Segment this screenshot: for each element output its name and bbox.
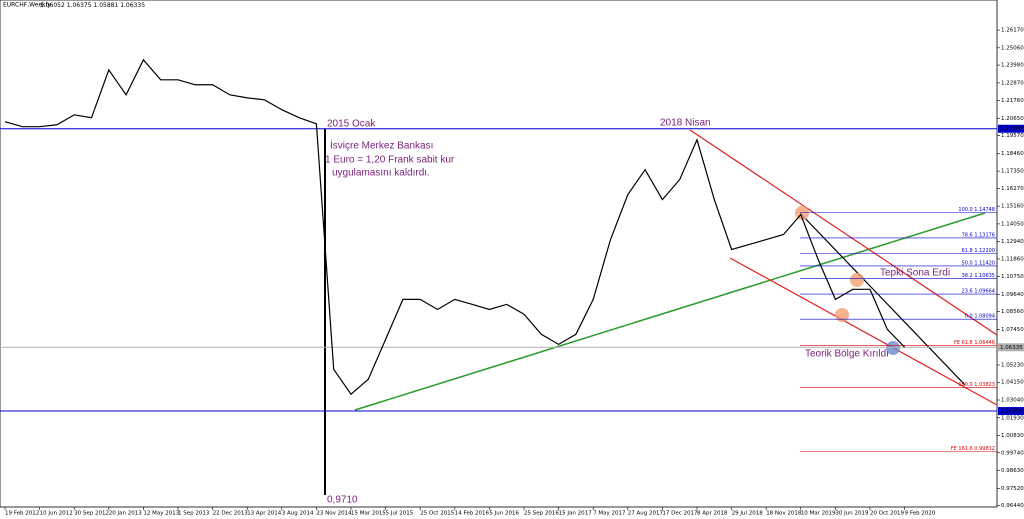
annotation: 0,9710 [327, 495, 358, 506]
x-tick-label: 12 May 2013 [143, 511, 179, 517]
channel-line [689, 129, 998, 336]
annotation: uygulamasını kaldırdı. [332, 168, 430, 179]
y-tick-label: 0.96440 [1001, 503, 1024, 509]
y-tick-label: 1.25060 [1001, 45, 1024, 51]
y-tick-label: 1.15160 [1001, 204, 1024, 210]
x-tick-label: 25 Sep 2016 [524, 511, 559, 517]
x-tick-label: 27 Aug 2017 [628, 511, 664, 517]
fib-label: 100.0 1.14748 [958, 207, 995, 213]
x-tick-label: 13 Apr 2014 [247, 511, 282, 517]
y-tick-label: 1.17350 [1001, 169, 1024, 175]
fib-label: 61.8 1.12200 [962, 248, 995, 254]
y-tick-label: 0.98630 [1001, 468, 1024, 474]
x-tick-label: 20 Jan 2013 [109, 511, 142, 517]
y-tick-label: 1.16270 [1001, 186, 1024, 192]
x-tick-label: 29 Jul 2018 [732, 511, 764, 517]
highlight [835, 308, 849, 322]
y-tick-label: 1.05230 [1001, 362, 1024, 368]
fib-label: FE 61.8 1.06446 [954, 340, 995, 346]
quote: 1.06052 1.06375 1.05881 1.06335 [40, 2, 145, 9]
channel-line [729, 257, 998, 406]
annotation: İsviçre Merkez Bankası [330, 139, 433, 152]
price-box [998, 124, 1024, 133]
y-tick-label: 1.12940 [1001, 239, 1024, 245]
x-tick-label: 20 Oct 2019 [870, 511, 905, 517]
annotation: 2015 Ocak [327, 119, 376, 130]
y-tick-label: 1.03040 [1001, 398, 1024, 404]
price-box [998, 343, 1024, 352]
quote-value: 1.06335 [120, 2, 145, 9]
fib-label: 23.6 1.09664 [962, 289, 995, 295]
price-box-label: 1.20000 [1000, 126, 1023, 132]
y-tick-label: 1.21760 [1001, 98, 1024, 104]
x-tick-label: 10 Mar 2019 [801, 511, 836, 517]
x-tick-label: 1 Sep 2013 [178, 511, 210, 517]
y-tick-label: 0.97520 [1001, 486, 1024, 492]
price-box [998, 407, 1024, 416]
fib-label: 100.0 1.03823 [958, 382, 995, 388]
y-tick-label: 1.00830 [1001, 433, 1024, 439]
trend-line [799, 212, 966, 386]
x-tick-label: 25 Oct 2015 [420, 511, 455, 517]
x-tick-label: 30 Sep 2012 [74, 511, 109, 517]
trend-line [354, 212, 986, 411]
annotation: 2018 Nisan [660, 118, 711, 129]
fib-label: FE 161.6 0.99812 [951, 446, 995, 452]
y-tick-label: 1.10750 [1001, 274, 1024, 280]
price-line [4, 58, 906, 396]
x-tick-label: 18 Nov 2018 [766, 511, 802, 517]
annotation: Teorik Bölge Kırıldı [805, 349, 889, 360]
y-tick-label: 1.09640 [1001, 292, 1024, 298]
highlight [886, 341, 900, 355]
quote-value: 1.06375 [67, 2, 92, 9]
annotation: 1 Euro = 1,20 Frank sabit kur [325, 155, 455, 166]
y-tick-label: 1.07450 [1001, 327, 1024, 333]
x-tick-label: 9 Feb 2020 [905, 511, 936, 517]
x-tick-label: 19 Feb 2012 [5, 511, 39, 517]
fib-label: 38.2 1.10635 [962, 273, 995, 279]
highlight [850, 273, 864, 287]
annotation: Tepki Sona Erdi [880, 268, 950, 279]
x-tick-label: 8 Apr 2018 [697, 511, 728, 517]
price-box-label: 1.02350 [1000, 409, 1023, 415]
x-tick-label: 3 Aug 2014 [282, 511, 314, 517]
y-tick-label: 1.26170 [1001, 28, 1024, 34]
y-tick-label: 1.20650 [1001, 116, 1024, 122]
chart-title: EURCHF,Weekly [3, 2, 51, 9]
y-tick-label: 1.22870 [1001, 80, 1024, 86]
x-tick-label: 5 Jun 2016 [489, 511, 519, 517]
price-box-label: 1.06335 [1000, 345, 1023, 351]
y-tick-label: 1.11860 [1001, 256, 1024, 262]
x-tick-label: 15 Jan 2017 [559, 511, 592, 517]
y-tick-label: 0.99740 [1001, 450, 1024, 456]
x-tick-label: 30 Jun 2019 [835, 511, 869, 517]
fib-label: 0.0 1.08094 [965, 314, 995, 320]
fib-label: 50.0 1.11420 [962, 260, 995, 266]
x-tick-label: 17 Dec 2017 [662, 511, 698, 517]
y-tick-label: 1.23980 [1001, 63, 1024, 69]
x-tick-label: 23 Nov 2014 [316, 511, 352, 517]
x-tick-label: 15 Mar 2015 [351, 511, 386, 517]
quote-value: 1.05881 [93, 2, 118, 9]
y-tick-label: 1.14050 [1001, 221, 1024, 227]
y-tick-label: 1.18460 [1001, 151, 1024, 157]
y-tick-label: 1.08560 [1001, 309, 1024, 315]
fib-label: 78.6 1.13176 [962, 232, 995, 238]
y-tick-label: 1.19570 [1001, 133, 1024, 139]
quote-value: 1.06052 [40, 2, 65, 9]
x-tick-label: 14 Feb 2016 [455, 511, 490, 517]
y-tick-label: 1.04150 [1001, 380, 1024, 386]
x-tick-label: 7 May 2017 [593, 511, 626, 517]
x-tick-label: 22 Dec 2013 [213, 511, 249, 517]
x-tick-label: 10 Jun 2012 [40, 511, 73, 517]
x-tick-label: 5 Jul 2015 [386, 511, 414, 517]
y-tick-label: 1.01930 [1001, 415, 1024, 421]
